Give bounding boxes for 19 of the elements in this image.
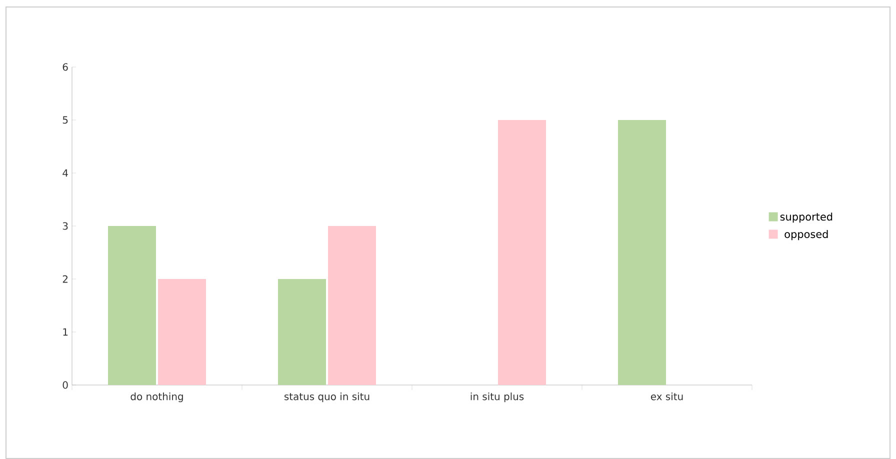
x-tick-label: ex situ bbox=[650, 392, 683, 400]
bar bbox=[278, 279, 326, 385]
y-tick-label: 1 bbox=[63, 328, 68, 336]
legend-label: supported bbox=[780, 212, 832, 223]
y-tick-label: 0 bbox=[62, 381, 68, 389]
x-tick-label: status quo in situ bbox=[284, 392, 370, 402]
bar bbox=[108, 226, 156, 385]
y-tick-label: 5 bbox=[62, 116, 68, 124]
y-tick-label: 6 bbox=[62, 63, 68, 71]
bar bbox=[618, 120, 666, 385]
bar bbox=[498, 120, 546, 385]
y-tick-label: 2 bbox=[62, 275, 68, 283]
y-tick-label: 3 bbox=[62, 222, 68, 230]
x-tick-label: in situ plus bbox=[470, 392, 524, 402]
bar bbox=[158, 279, 206, 385]
bar bbox=[328, 226, 376, 385]
x-tick-label: do nothing bbox=[130, 392, 183, 402]
legend-label: opposed bbox=[784, 230, 828, 240]
y-tick-label: 4 bbox=[62, 169, 68, 177]
